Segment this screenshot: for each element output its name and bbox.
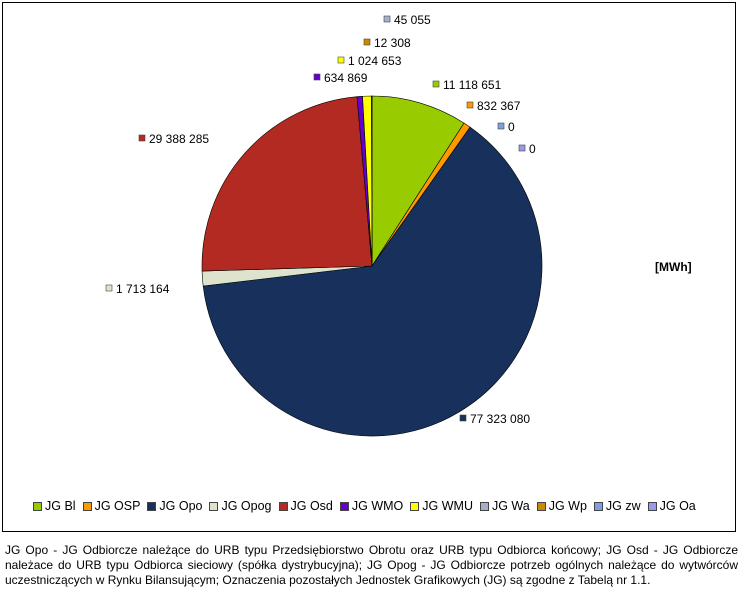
data-label-jg-osd: 29 388 285: [149, 132, 209, 146]
legend-item-jg-opo: JG Opo: [147, 499, 202, 513]
legend-swatch: [593, 501, 603, 511]
legend-label: JG Osd: [290, 499, 333, 513]
legend-label: JG WMO: [351, 499, 404, 513]
data-label-jg-wmu: 1 024 653: [348, 54, 402, 68]
data-label-jg-zw: 0: [508, 120, 515, 134]
chart-area: 11 118 651 832 367 77 323 080 1 713 164 29 3…: [2, 2, 736, 532]
legend-label: JG Wp: [548, 499, 587, 513]
legend-item-jg-wa: JG Wa: [479, 499, 530, 513]
legend: JG Bl JG OSP JG Opo JG Opog JG Osd JG WMO JG W…: [33, 499, 696, 513]
data-label-marker-jg-osd: [138, 134, 146, 142]
legend-item-jg-wmu: JG WMU: [410, 499, 473, 513]
pie-slice-jg-bl: [371, 95, 465, 268]
data-label-marker-jg-opog: [105, 284, 113, 292]
data-label-marker-jg-opo: [459, 414, 467, 422]
legend-swatch: [209, 501, 219, 511]
data-label-jg-wa: 45 055: [394, 13, 431, 27]
data-label-jg-wmo: 634 869: [324, 71, 368, 85]
data-label-jg-bl: 11 118 651: [443, 78, 502, 92]
legend-label: JG Wa: [491, 499, 530, 513]
legend-swatch: [479, 501, 489, 511]
footnote: JG Opo - JG Odbiorcze należące do URB ty…: [5, 543, 738, 587]
legend-item-jg-opog: JG Opog: [209, 499, 272, 513]
legend-label: JG WMU: [422, 499, 473, 513]
legend-label: JG Opo: [159, 499, 203, 513]
legend-label: JG Oa: [659, 499, 696, 513]
data-label-jg-osp: 832 367: [477, 99, 521, 113]
legend-swatch: [647, 501, 657, 511]
legend-swatch: [536, 501, 546, 511]
legend-swatch: [147, 501, 157, 511]
legend-item-jg-osd: JG Osd: [278, 499, 333, 513]
legend-swatch: [410, 501, 420, 511]
legend-item-jg-zw: JG zw: [593, 499, 641, 513]
legend-swatch: [339, 501, 349, 511]
data-label-marker-jg-wa: [383, 15, 391, 23]
pie-slice-jg-osd: [201, 96, 373, 272]
legend-label: JG OSP: [94, 499, 141, 513]
legend-swatch: [278, 501, 288, 511]
legend-label: JG zw: [605, 499, 641, 513]
legend-swatch: [33, 501, 42, 511]
pie-slice-jg-opo: [202, 126, 543, 437]
data-label-jg-opo: 77 323 080: [470, 412, 530, 426]
legend-item-jg-wmo: JG WMO: [339, 499, 404, 513]
data-label-marker-jg-bl: [432, 80, 440, 88]
legend-item-jg-wp: JG Wp: [536, 499, 587, 513]
unit-label: [MWh]: [655, 260, 692, 274]
data-label-jg-opog: 1 713 164: [116, 282, 170, 296]
data-label-marker-jg-wmo: [313, 73, 321, 81]
legend-item-jg-osp: JG OSP: [82, 499, 141, 513]
data-label-marker-jg-zw: [497, 122, 505, 130]
data-label-jg-oa: 0: [529, 142, 536, 156]
legend-label: JG Bl: [45, 499, 76, 513]
pie-chart: 11 118 651 832 367 77 323 080 1 713 164 29 3…: [105, 13, 543, 437]
data-label-marker-jg-osp: [466, 101, 474, 109]
data-label-jg-wp: 12 308: [374, 36, 411, 50]
legend-item-jg-oa: JG Oa: [647, 499, 696, 513]
data-label-marker-jg-wmu: [337, 56, 345, 64]
data-label-marker-jg-wp: [363, 38, 371, 46]
data-label-marker-jg-oa: [518, 144, 526, 152]
legend-item-jg-bl: JG Bl: [33, 499, 76, 513]
legend-label: JG Opog: [221, 499, 272, 513]
legend-swatch: [82, 501, 92, 511]
